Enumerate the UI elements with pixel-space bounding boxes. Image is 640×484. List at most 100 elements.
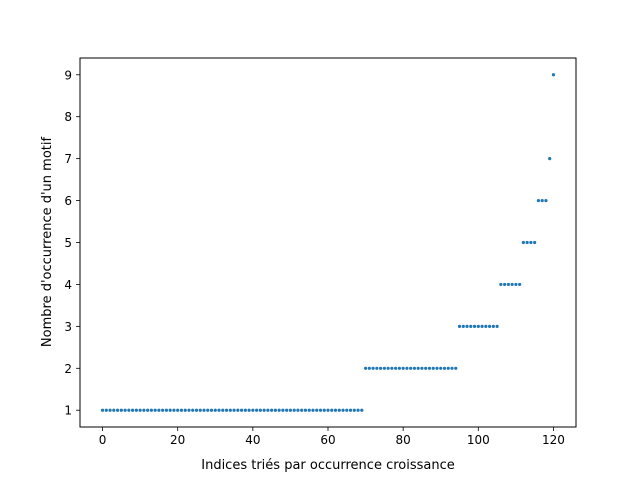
x-tick-label-0: 0 bbox=[99, 433, 107, 447]
data-point bbox=[164, 408, 169, 412]
plot-frame bbox=[79, 57, 577, 428]
data-point bbox=[495, 324, 499, 328]
data-point bbox=[371, 366, 375, 370]
x-tick-label-120: 120 bbox=[542, 433, 565, 447]
data-point bbox=[457, 324, 462, 328]
data-point bbox=[450, 366, 454, 370]
data-point bbox=[506, 282, 510, 287]
data-point bbox=[533, 240, 537, 245]
data-point bbox=[157, 408, 161, 412]
data-point bbox=[363, 366, 368, 370]
data-point bbox=[382, 366, 386, 370]
data-point bbox=[194, 408, 199, 412]
data-point bbox=[247, 408, 251, 412]
data-point bbox=[296, 408, 300, 412]
data-point bbox=[138, 408, 142, 412]
data-point bbox=[326, 408, 330, 412]
data-point bbox=[499, 282, 503, 287]
data-point bbox=[514, 282, 518, 287]
data-point bbox=[277, 408, 281, 412]
data-point bbox=[119, 408, 123, 412]
data-point bbox=[198, 408, 202, 412]
data-point bbox=[206, 408, 210, 412]
data-point bbox=[104, 408, 108, 412]
data-point bbox=[255, 408, 259, 412]
data-point bbox=[548, 157, 552, 161]
data-point bbox=[469, 324, 473, 328]
data-point bbox=[281, 408, 285, 412]
data-point bbox=[424, 366, 428, 370]
data-point bbox=[375, 366, 379, 370]
data-point bbox=[491, 324, 495, 328]
data-point bbox=[435, 366, 439, 370]
data-point bbox=[217, 408, 221, 412]
y-tick-label-6: 6 bbox=[64, 194, 72, 208]
data-point bbox=[149, 408, 153, 412]
data-point bbox=[439, 366, 443, 370]
data-point bbox=[356, 408, 360, 412]
data-point bbox=[525, 240, 529, 245]
x-axis-ticks: 0 20 40 60 80 100 120 bbox=[99, 427, 565, 447]
data-point bbox=[131, 408, 135, 412]
data-point bbox=[187, 408, 191, 412]
y-tick-label-1: 1 bbox=[64, 404, 72, 418]
data-point bbox=[431, 366, 435, 370]
data-point bbox=[540, 198, 544, 203]
data-point bbox=[303, 408, 308, 412]
data-point bbox=[551, 73, 556, 77]
data-point bbox=[416, 366, 420, 370]
y-axis-label: Nombre d'occurrence d'un motif bbox=[40, 137, 55, 348]
data-point bbox=[405, 366, 409, 370]
data-point bbox=[315, 408, 319, 412]
data-point bbox=[221, 408, 225, 412]
data-point bbox=[262, 408, 266, 412]
data-point bbox=[202, 408, 206, 412]
data-point bbox=[153, 408, 157, 412]
data-point bbox=[461, 324, 465, 328]
data-point bbox=[232, 408, 236, 412]
data-point bbox=[311, 408, 315, 412]
data-point bbox=[134, 408, 138, 412]
data-point bbox=[191, 408, 195, 412]
data-point bbox=[472, 324, 477, 328]
data-point bbox=[172, 408, 176, 412]
data-point bbox=[394, 366, 398, 370]
data-point bbox=[236, 408, 240, 412]
data-point bbox=[292, 408, 296, 412]
data-point bbox=[529, 240, 533, 245]
data-point bbox=[179, 408, 184, 412]
data-point bbox=[127, 408, 131, 412]
data-point bbox=[168, 408, 172, 412]
y-tick-label-2: 2 bbox=[64, 362, 72, 376]
data-point bbox=[518, 282, 522, 287]
x-tick-label-80: 80 bbox=[396, 433, 411, 447]
data-point bbox=[146, 408, 150, 412]
data-point bbox=[480, 324, 484, 328]
x-tick-label-60: 60 bbox=[320, 433, 335, 447]
x-tick-label-100: 100 bbox=[467, 433, 490, 447]
data-point bbox=[108, 408, 112, 412]
data-point bbox=[409, 366, 413, 370]
data-point bbox=[379, 366, 383, 370]
data-point bbox=[476, 324, 480, 328]
data-point bbox=[367, 366, 371, 370]
data-point bbox=[209, 408, 214, 412]
data-point bbox=[266, 408, 270, 412]
data-point bbox=[100, 408, 105, 412]
data-point bbox=[412, 366, 417, 370]
data-point bbox=[228, 408, 232, 412]
y-tick-label-5: 5 bbox=[64, 236, 72, 250]
data-point bbox=[390, 366, 394, 370]
data-point bbox=[239, 408, 244, 412]
data-point bbox=[243, 408, 247, 412]
data-point bbox=[386, 366, 390, 370]
data-point bbox=[285, 408, 289, 412]
data-point bbox=[273, 408, 277, 412]
data-point bbox=[510, 282, 514, 287]
data-point bbox=[536, 198, 541, 203]
y-tick-label-9: 9 bbox=[64, 68, 72, 82]
data-point bbox=[544, 198, 548, 203]
data-point bbox=[112, 408, 116, 412]
y-tick-label-3: 3 bbox=[64, 320, 72, 334]
